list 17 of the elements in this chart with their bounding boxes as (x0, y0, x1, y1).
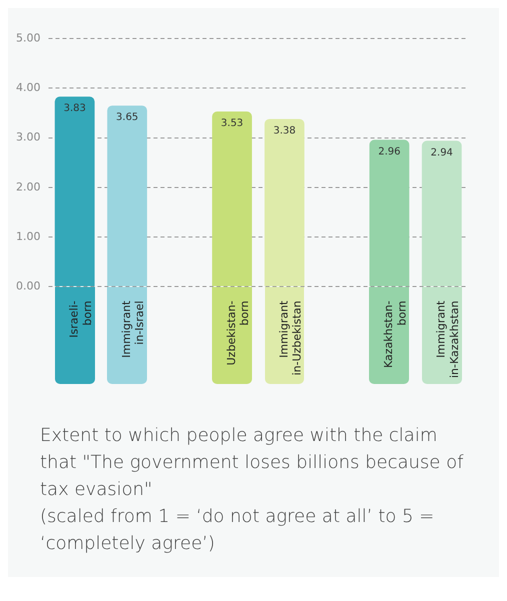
data-label: 2.96 (378, 146, 400, 158)
y-tick-label: 2.00 (16, 180, 40, 194)
x-tick-label: Israeli-born (68, 300, 94, 338)
y-tick-label: 1.00 (16, 230, 40, 243)
y-tick-label: 0.00 (16, 279, 40, 292)
y-tick-label: 4.00 (16, 81, 40, 94)
data-label: 3.65 (116, 112, 138, 124)
data-label: 3.38 (273, 126, 296, 137)
data-label: 2.94 (430, 147, 453, 158)
y-tick-label: 5.00 (16, 31, 40, 44)
text: Extent to which people agree with the claim that "The government loses billions because of tax evasion" (40, 424, 464, 502)
y-tick-label: 3.00 (16, 130, 40, 144)
x-tick-label: Uzbekistan-born (224, 300, 252, 366)
data-label: 3.83 (64, 103, 86, 114)
text: (scaled from 1 = ‘do not agree at all’ to 5 = ‘completely agree’) (40, 505, 436, 556)
x-tick-label: Kazakhstan-born (382, 300, 408, 368)
data-label: 3.53 (220, 118, 244, 130)
